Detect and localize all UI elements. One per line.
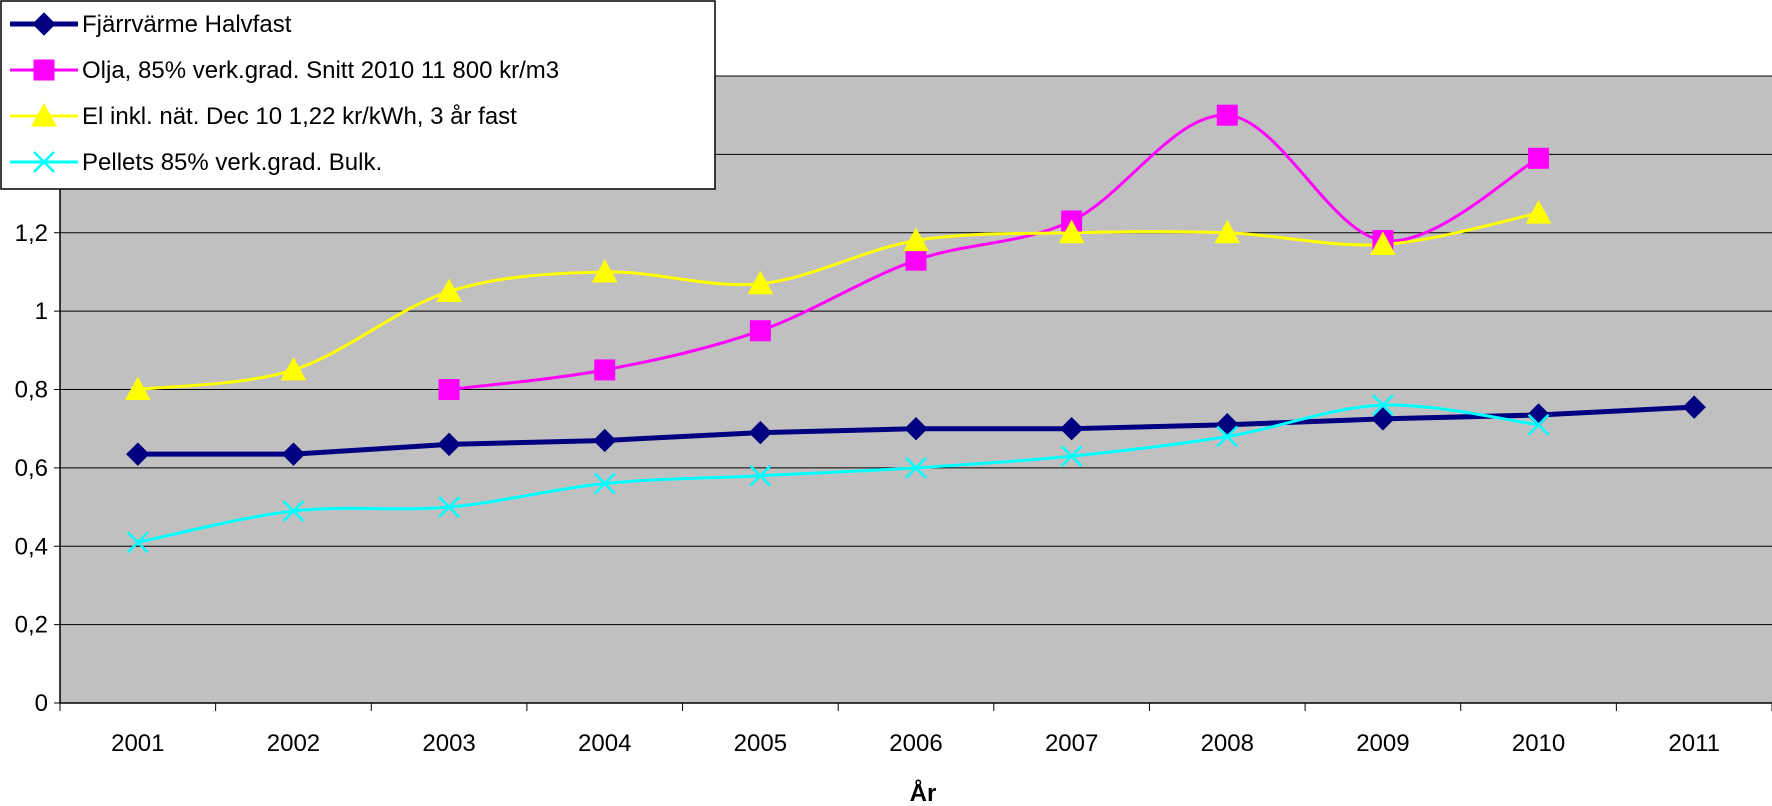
series-line-4 — [137, 403, 1539, 544]
data-point-series-2 — [1528, 147, 1550, 169]
data-point-series-2 — [438, 379, 460, 400]
data-point-series-4 — [749, 464, 772, 487]
legend-label: El inkl. nät. Dec 10 1,22 kr/kWh, 3 år f… — [82, 103, 517, 130]
x-tick-label: 2004 — [578, 730, 631, 757]
x-tick-label: 2011 — [1668, 730, 1720, 757]
x-tick-labels: 2001 2002 2003 2004 2005 2006 2007 2008 2009 2010… — [111, 730, 1720, 757]
series-markers — [124, 104, 1706, 554]
legend-label: Fjärrvärme Halvfast — [82, 11, 292, 38]
x-tick-label: 2009 — [1356, 730, 1409, 757]
data-point-series-4 — [1372, 394, 1394, 417]
y-tick-label: 1 — [35, 298, 48, 325]
x-tick-label: 2003 — [422, 730, 475, 757]
x-tick-label: 2002 — [267, 730, 320, 757]
data-point-series-4 — [282, 500, 305, 522]
x-tick-label: 2006 — [889, 730, 942, 757]
y-tick-label: 0,4 — [15, 533, 48, 560]
legend-marker — [32, 12, 56, 36]
data-point-series-3 — [747, 270, 774, 295]
data-point-series-4 — [593, 472, 616, 495]
legend-box — [0, 0, 716, 190]
data-point-series-2 — [594, 359, 616, 381]
data-point-series-3 — [436, 278, 462, 303]
data-point-series-4 — [1527, 413, 1550, 436]
y-tick-label: 0,2 — [15, 612, 48, 639]
data-point-series-1 — [593, 428, 617, 453]
data-point-series-4 — [905, 456, 927, 479]
data-point-series-3 — [591, 258, 618, 283]
series-line-2 — [448, 113, 1540, 391]
y-tick-label: 1,2 — [15, 220, 48, 247]
y-tick-label: 0,6 — [15, 455, 48, 482]
x-tick-label: 2001 — [111, 730, 164, 757]
data-point-series-1 — [126, 442, 150, 466]
data-point-series-1 — [904, 416, 928, 441]
y-tick-label: 0,8 — [15, 377, 48, 404]
data-point-series-3 — [903, 227, 929, 252]
data-point-series-1 — [1682, 395, 1706, 419]
data-point-series-3 — [1370, 231, 1396, 256]
data-point-series-3 — [1214, 219, 1241, 244]
y-tick-label: 0 — [35, 690, 48, 717]
x-tick-label: 2007 — [1045, 730, 1098, 757]
data-point-series-4 — [438, 496, 460, 518]
legend-marker — [33, 59, 55, 81]
x-tick-label: 2010 — [1512, 730, 1565, 757]
data-point-series-1 — [281, 442, 306, 466]
data-point-series-3 — [1525, 200, 1552, 224]
data-point-series-1 — [437, 432, 461, 457]
data-point-series-4 — [1216, 425, 1239, 448]
data-point-series-4 — [1060, 445, 1083, 468]
series-line-3 — [137, 211, 1539, 391]
data-point-series-1 — [748, 420, 773, 445]
legend-label: Olja, 85% verk.grad. Snitt 2010 11 800 k… — [82, 57, 559, 84]
data-point-series-3 — [124, 376, 151, 400]
data-point-series-4 — [126, 531, 149, 554]
legend-marker — [31, 102, 57, 127]
data-point-series-3 — [1058, 219, 1085, 244]
data-point-series-1 — [1059, 416, 1084, 441]
x-tick-label: 2008 — [1201, 730, 1254, 757]
data-point-series-2 — [905, 249, 927, 271]
x-axis-title: År — [910, 779, 937, 806]
data-point-series-2 — [749, 320, 771, 342]
x-tick-label: 2005 — [734, 730, 787, 757]
data-point-series-3 — [280, 356, 307, 381]
data-point-series-2 — [1216, 104, 1238, 126]
legend: Fjärrvärme Halvfast Olja, 85% verk.grad. … — [0, 0, 716, 190]
legend-marker — [33, 151, 55, 173]
legend-label: Pellets 85% verk.grad. Bulk. — [82, 149, 382, 176]
data-point-series-1 — [1371, 407, 1395, 431]
